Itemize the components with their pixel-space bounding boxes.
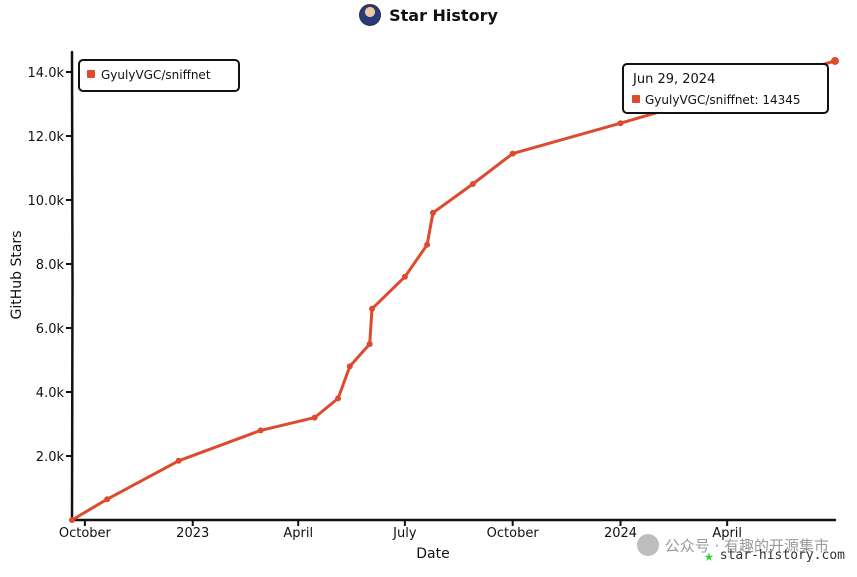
x-tick-label: October xyxy=(487,526,540,541)
avatar xyxy=(359,4,382,26)
y-tick-label: 8.0k xyxy=(36,258,65,273)
tooltip-swatch xyxy=(632,95,640,103)
tooltip-value: GyulyVGC/sniffnet: 14345 xyxy=(645,93,801,107)
y-tick-label: 2.0k xyxy=(36,450,65,465)
tooltip-date: Jun 29, 2024 xyxy=(632,72,715,87)
wechat-logo-icon xyxy=(636,534,659,556)
legend: GyulyVGC/sniffnet xyxy=(78,59,240,92)
series-layer xyxy=(69,56,839,523)
legend-series-label: GyulyVGC/sniffnet xyxy=(101,68,211,82)
data-point[interactable] xyxy=(346,363,353,370)
chart-title: Star History xyxy=(389,5,498,25)
brand-link[interactable]: star-history.com xyxy=(719,548,845,563)
data-point[interactable] xyxy=(831,56,839,65)
legend-swatch xyxy=(87,70,95,78)
x-tick-label: 2023 xyxy=(176,526,209,541)
y-tick-label: 10.0k xyxy=(28,194,65,209)
data-point[interactable] xyxy=(257,427,264,434)
axis-lines xyxy=(70,50,837,522)
data-point[interactable] xyxy=(424,241,431,248)
y-tick-label: 12.0k xyxy=(28,130,65,145)
x-tick-label: July xyxy=(392,526,417,541)
star-icon: ★ xyxy=(704,546,714,565)
brand[interactable]: ★ star-history.com xyxy=(704,546,845,565)
data-point[interactable] xyxy=(366,341,373,347)
tooltip: Jun 29, 2024 GyulyVGC/sniffnet: 14345 xyxy=(622,63,829,114)
data-point[interactable] xyxy=(69,517,75,523)
data-point[interactable] xyxy=(335,395,342,402)
chart-header: Star History xyxy=(0,4,857,26)
data-point[interactable] xyxy=(175,457,182,464)
y-axis-label: GitHub Stars xyxy=(9,231,25,320)
y-tick-label: 14.0k xyxy=(28,66,65,81)
legend-box xyxy=(78,59,240,92)
x-tick-label: April xyxy=(712,526,742,541)
data-point[interactable] xyxy=(369,305,376,312)
data-point[interactable] xyxy=(429,209,436,216)
series-line xyxy=(70,59,837,522)
x-tick-label: October xyxy=(59,526,112,541)
x-tick-label: April xyxy=(283,526,313,541)
y-tick-label: 6.0k xyxy=(36,322,65,337)
watermark-text: 公众号 · 有趣的开源集市 xyxy=(664,536,829,555)
data-point[interactable] xyxy=(311,414,318,421)
data-point[interactable] xyxy=(401,273,408,280)
data-point[interactable] xyxy=(469,181,476,187)
x-axis-ticks: October 2023 April July October 2024 April xyxy=(59,520,742,541)
data-point[interactable] xyxy=(617,120,624,127)
y-tick-label: 4.0k xyxy=(36,386,65,401)
data-point[interactable] xyxy=(509,150,516,157)
y-axis-ticks: 2.0k 4.0k 6.0k 8.0k 10.0k 12.0k 14.0k xyxy=(28,66,72,465)
watermark: 公众号 · 有趣的开源集市 xyxy=(636,534,829,556)
axes xyxy=(70,50,837,522)
x-tick-label: 2024 xyxy=(604,526,637,541)
x-axis-label: Date xyxy=(416,546,449,562)
data-point[interactable] xyxy=(104,496,111,503)
tooltip-box xyxy=(622,63,829,114)
